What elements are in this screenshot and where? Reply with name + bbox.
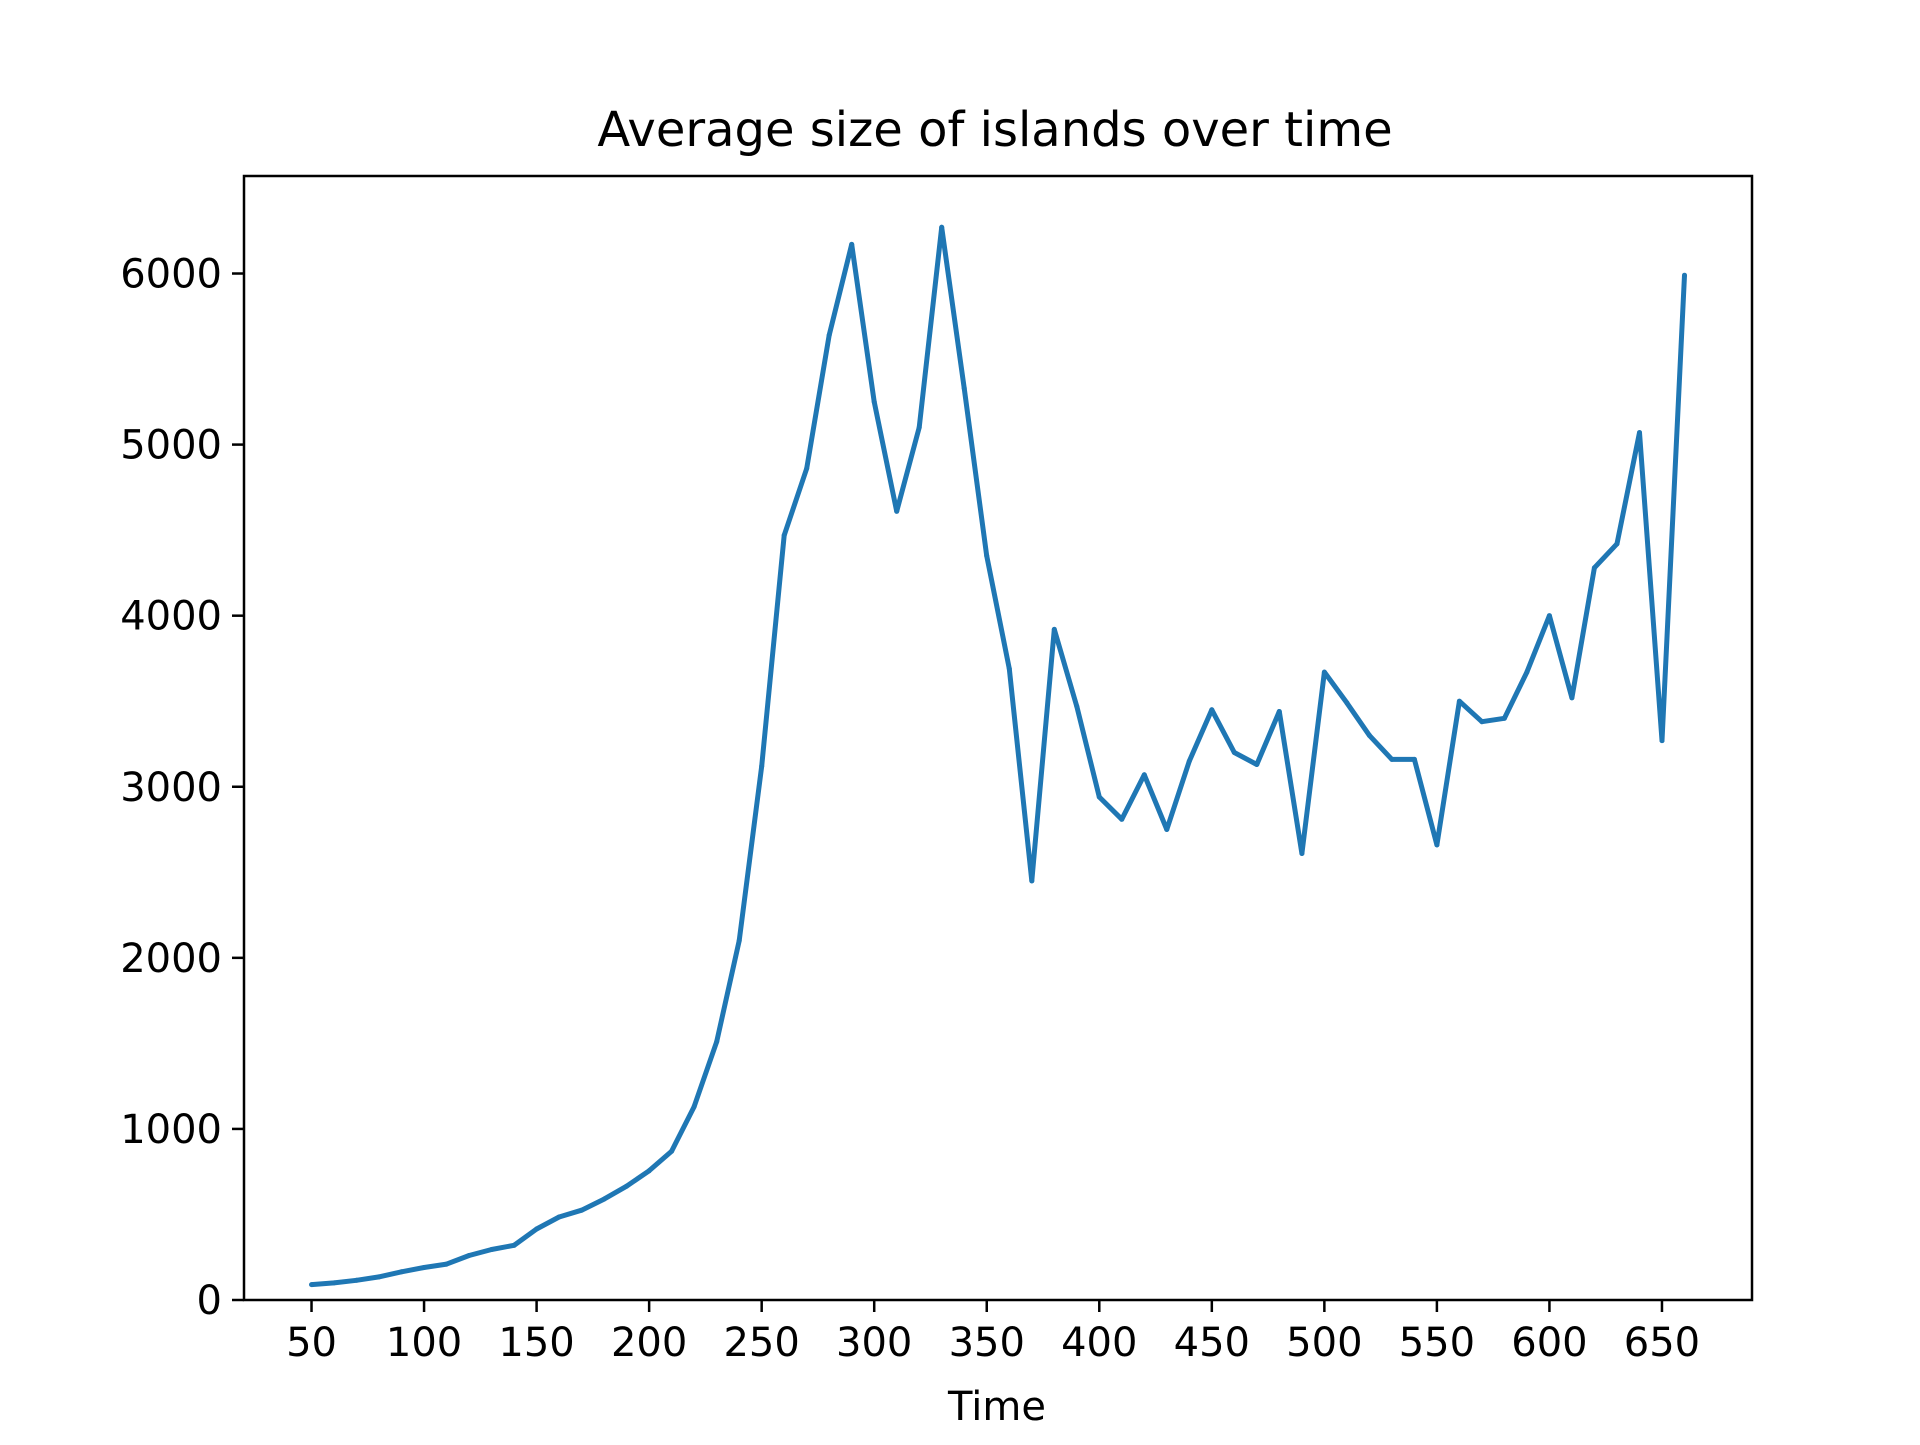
data-point (534, 1226, 540, 1232)
data-point (804, 466, 810, 471)
y-tick-label: 3000 (120, 765, 222, 811)
data-point (511, 1242, 517, 1248)
data-point (916, 425, 922, 430)
data-point (399, 1269, 405, 1275)
x-axis-title: Time (947, 1384, 1046, 1430)
x-tick-label: 600 (1511, 1320, 1587, 1366)
data-point (489, 1247, 495, 1252)
data-point (376, 1274, 382, 1280)
data-point (354, 1277, 359, 1283)
y-tick-label: 4000 (120, 594, 222, 640)
data-point (1682, 272, 1687, 278)
x-tick-label: 50 (286, 1320, 337, 1366)
data-point (624, 1183, 630, 1189)
data-point (849, 241, 855, 247)
data-point (939, 224, 945, 230)
data-point (1096, 794, 1102, 800)
x-tick-label: 150 (498, 1320, 574, 1366)
data-point (781, 532, 787, 538)
x-tick-label: 550 (1399, 1320, 1475, 1366)
data-point (669, 1148, 675, 1154)
data-point (309, 1282, 314, 1288)
data-point (1366, 732, 1372, 738)
data-point (1276, 709, 1282, 714)
y-tick-label: 0 (197, 1278, 222, 1324)
data-point (556, 1214, 562, 1220)
data-point (1029, 878, 1035, 884)
data-point (984, 553, 990, 559)
data-point (466, 1253, 472, 1258)
data-point (1501, 715, 1507, 721)
data-point (1344, 700, 1350, 706)
data-point (1524, 669, 1530, 675)
data-point (714, 1039, 720, 1045)
x-tick-label: 250 (723, 1320, 799, 1366)
y-tick-label: 5000 (120, 423, 222, 469)
data-point (1254, 762, 1260, 767)
data-point (601, 1196, 607, 1202)
y-tick-label: 1000 (120, 1107, 222, 1153)
x-tick-label: 400 (1061, 1320, 1137, 1366)
data-point (1569, 695, 1575, 701)
data-point (1119, 816, 1125, 822)
data-point (1231, 750, 1237, 755)
data-point (1006, 666, 1012, 672)
y-tick-label: 6000 (120, 252, 222, 298)
data-point (736, 938, 742, 944)
data-point (1389, 756, 1395, 762)
series-line (311, 224, 1687, 1288)
data-point (1299, 851, 1305, 856)
x-axis-ticks: 50 100 150 200 250 300 350 400 450 500 550 600 650 (286, 1300, 1700, 1366)
data-point (691, 1104, 697, 1110)
x-tick-label: 200 (611, 1320, 687, 1366)
data-point (759, 763, 765, 769)
data-point (1614, 541, 1620, 547)
x-tick-label: 100 (386, 1320, 462, 1366)
data-point (646, 1168, 652, 1174)
data-point (579, 1207, 585, 1213)
data-point (961, 385, 967, 391)
data-point (331, 1280, 337, 1286)
data-point (1659, 738, 1665, 744)
data-point (421, 1265, 427, 1270)
data-point (1209, 707, 1215, 713)
data-point (1591, 565, 1597, 571)
data-point (1141, 772, 1147, 778)
chart-title: Average size of islands over time (597, 102, 1392, 158)
data-point (826, 332, 832, 338)
data-point (1321, 669, 1327, 675)
data-point (1479, 719, 1485, 725)
x-tick-label: 300 (836, 1320, 912, 1366)
data-point (1074, 703, 1080, 709)
x-tick-label: 350 (949, 1320, 1025, 1366)
plot-frame (242, 174, 1754, 1302)
data-point (1546, 613, 1552, 619)
data-point (1411, 756, 1417, 762)
series-layer (309, 224, 1687, 1288)
data-point (894, 508, 900, 514)
x-tick-label: 500 (1286, 1320, 1362, 1366)
data-point (1164, 827, 1170, 832)
x-tick-label: 450 (1174, 1320, 1250, 1366)
y-tick-label: 2000 (120, 936, 222, 982)
data-point (1637, 430, 1642, 436)
y-axis-ticks: 0 1000 2000 3000 4000 5000 6000 (120, 252, 244, 1324)
data-point (1434, 842, 1440, 848)
data-point (444, 1261, 450, 1267)
x-tick-label: 650 (1624, 1320, 1700, 1366)
data-point (1186, 758, 1192, 764)
data-point (871, 399, 877, 405)
data-point (1456, 698, 1462, 704)
data-point (1051, 626, 1057, 632)
